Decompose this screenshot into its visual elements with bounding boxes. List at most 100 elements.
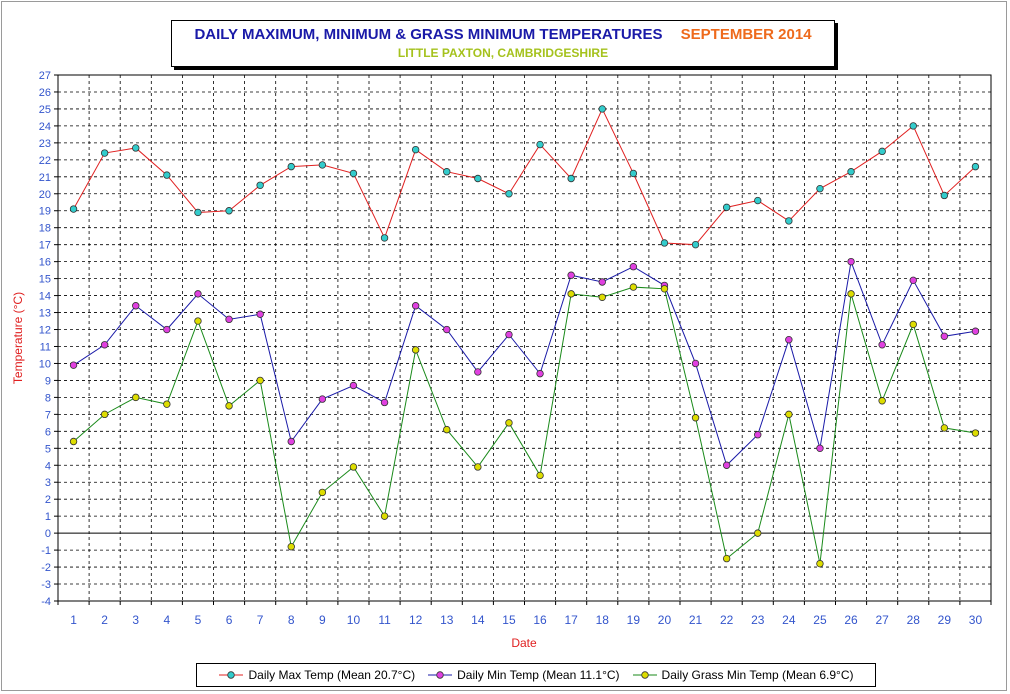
data-point-grass xyxy=(411,346,420,354)
data-point-min xyxy=(598,278,606,286)
data-point-grass xyxy=(971,429,980,437)
x-tick-label: 11 xyxy=(378,613,391,627)
y-tick-label: 17 xyxy=(39,240,51,252)
data-point-max xyxy=(785,217,793,225)
legend: Daily Max Temp (Mean 20.7°C) Daily Min T… xyxy=(196,663,876,687)
data-point-grass xyxy=(256,376,264,385)
y-tick-label: 24 xyxy=(39,121,51,133)
data-point-grass xyxy=(754,529,762,537)
y-tick-label: 7 xyxy=(45,409,51,421)
y-tick-label: 18 xyxy=(39,223,51,235)
data-point-min xyxy=(816,444,824,452)
x-tick-label: 25 xyxy=(813,613,827,627)
x-tick-label: 21 xyxy=(689,613,703,627)
data-point-grass xyxy=(318,488,327,497)
x-tick-label: 13 xyxy=(440,613,454,627)
y-tick-label: 6 xyxy=(45,426,51,438)
data-point-max xyxy=(816,184,824,193)
data-point-grass xyxy=(567,290,575,298)
y-tick-label: 12 xyxy=(39,325,51,337)
data-point-grass xyxy=(909,320,917,329)
data-point-min xyxy=(971,327,980,335)
series-layer xyxy=(69,105,980,568)
data-point-max xyxy=(380,234,389,242)
x-tick-label: 29 xyxy=(938,613,952,627)
data-point-grass xyxy=(940,424,949,432)
chart-period: SEPTEMBER 2014 xyxy=(680,26,812,43)
x-tick-label: 27 xyxy=(875,613,889,627)
y-tick-label: -4 xyxy=(41,596,51,608)
y-tick-label: 11 xyxy=(40,341,51,353)
data-point-grass xyxy=(691,414,700,422)
x-tick-label: 12 xyxy=(409,613,423,627)
x-tick-label: 5 xyxy=(195,613,202,627)
y-tick-label: 3 xyxy=(45,477,51,489)
data-point-grass xyxy=(847,290,855,298)
y-tick-label: -1 xyxy=(41,545,51,557)
y-tick-label: 10 xyxy=(39,358,51,370)
data-point-min xyxy=(878,341,886,349)
data-point-min xyxy=(256,310,264,318)
data-point-max xyxy=(847,168,855,176)
data-point-max xyxy=(194,208,202,217)
data-point-max xyxy=(878,147,886,156)
data-point-grass xyxy=(536,471,544,480)
data-point-min xyxy=(287,437,295,446)
data-point-min xyxy=(411,302,420,310)
data-point-min xyxy=(132,302,140,310)
data-point-min xyxy=(349,381,358,390)
data-point-min xyxy=(691,359,700,368)
data-point-grass xyxy=(785,410,793,419)
y-tick-label: 8 xyxy=(45,392,51,404)
y-tick-label: 5 xyxy=(45,443,51,455)
data-point-max xyxy=(69,205,78,213)
y-tick-label: 0 xyxy=(45,528,51,540)
legend-item-min: Daily Min Temp (Mean 11.1°C) xyxy=(427,668,620,682)
y-tick-label: 2 xyxy=(45,494,51,506)
x-tick-label: 9 xyxy=(319,613,326,627)
data-point-grass xyxy=(816,559,824,568)
y-tick-label: 20 xyxy=(39,189,51,201)
legend-swatch-marker xyxy=(640,671,649,679)
data-point-grass xyxy=(132,393,140,402)
data-point-max xyxy=(163,171,171,179)
data-point-max xyxy=(909,122,917,130)
data-point-grass xyxy=(287,543,295,551)
chart-title: DAILY MAXIMUM, MINIMUM & GRASS MINIMUM T… xyxy=(194,26,663,43)
data-point-max xyxy=(225,207,233,215)
data-point-max xyxy=(722,203,731,212)
x-tick-label: 22 xyxy=(720,613,734,627)
legend-label-max: Daily Max Temp (Mean 20.7°C) xyxy=(248,668,416,682)
data-point-grass xyxy=(225,402,233,410)
legend-swatch-max xyxy=(219,671,244,679)
data-point-grass xyxy=(163,400,171,408)
y-tick-label: 4 xyxy=(45,460,51,472)
x-tick-label: 8 xyxy=(288,613,295,627)
series-line-grass xyxy=(73,286,976,564)
data-point-grass xyxy=(598,293,606,301)
data-point-min xyxy=(754,431,762,439)
legend-label-min: Daily Min Temp (Mean 11.1°C) xyxy=(457,668,620,682)
legend-swatch-min xyxy=(428,671,453,679)
data-point-max xyxy=(754,196,762,205)
data-point-grass xyxy=(474,463,482,471)
x-tick-label: 19 xyxy=(627,613,641,627)
data-point-min xyxy=(536,369,544,378)
x-tick-label: 16 xyxy=(533,613,547,627)
x-tick-label: 20 xyxy=(658,613,672,627)
data-point-max xyxy=(256,181,264,189)
x-tick-label: 1 xyxy=(70,613,77,627)
y-tick-label: 15 xyxy=(39,274,51,286)
y-tick-label: -2 xyxy=(41,562,51,574)
x-tick-label: 17 xyxy=(564,613,578,627)
data-point-max xyxy=(100,149,109,157)
data-point-grass xyxy=(505,419,513,427)
grid-layer xyxy=(58,75,991,601)
data-point-grass xyxy=(443,425,451,434)
data-point-max xyxy=(443,168,451,176)
data-point-grass xyxy=(660,285,669,293)
data-point-min xyxy=(318,395,327,403)
y-tick-label: 16 xyxy=(39,257,51,269)
data-point-min xyxy=(909,276,917,285)
